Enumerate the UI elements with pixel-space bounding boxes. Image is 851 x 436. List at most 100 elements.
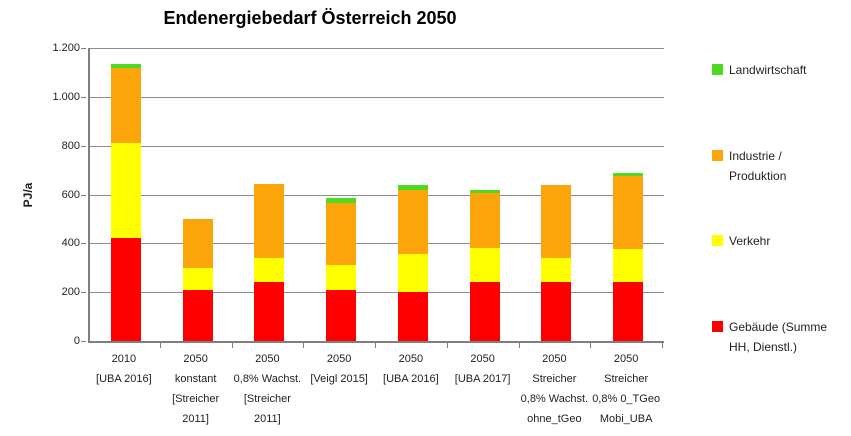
bar-segment-industrie-produktion [182, 218, 213, 268]
y-axis-tick [81, 243, 86, 245]
bar-segment-industrie-produktion [613, 176, 644, 250]
category-label: 2010 [UBA 2016] [88, 349, 160, 389]
y-axis-tick [81, 145, 86, 147]
x-axis-tick [518, 343, 520, 348]
bar-segment-landwirtschaft [613, 172, 644, 177]
bar-segment-industrie-produktion [397, 189, 428, 255]
bar-segment-industrie-produktion [254, 183, 285, 258]
legend-label: Gebäude (Summe HH, Dienstl.) [729, 317, 827, 357]
legend-label-line: Produktion [729, 169, 787, 183]
category-label-line: Mobi_UBA [599, 413, 653, 425]
category-label-line: 2011] [254, 413, 281, 425]
category-label-line: Streicher [532, 373, 577, 385]
bar-segment-geb-ude-summe-hh-dienstl [110, 238, 141, 341]
bar-segment-geb-ude-summe-hh-dienstl [613, 282, 644, 341]
legend-label-line: Verkehr [729, 234, 771, 248]
category-label-line: 2050 [183, 353, 208, 365]
bar-segment-verkehr [182, 267, 213, 290]
x-axis-tick [231, 343, 233, 348]
legend-swatch [712, 321, 723, 332]
bar-segment-geb-ude-summe-hh-dienstl [182, 289, 213, 341]
x-axis-tick [446, 343, 448, 348]
bar-segment-geb-ude-summe-hh-dienstl [326, 289, 357, 341]
y-tick-label: 800 [61, 139, 80, 152]
bar-segment-verkehr [469, 248, 500, 283]
category-label-line: ohne_tGeo [527, 413, 582, 425]
bar-segment-industrie-produktion [469, 193, 500, 249]
x-axis-tick [159, 343, 161, 348]
bar-segment-verkehr [254, 258, 285, 283]
legend-swatch [712, 150, 723, 161]
bar-segment-verkehr [326, 265, 357, 290]
category-label: 2050 0,8% Wachst. [Streicher 2011] [232, 349, 304, 429]
legend-label: Industrie / Produktion [729, 146, 786, 186]
category-label-line: [Streicher [172, 393, 220, 405]
bar-segment-landwirtschaft [397, 184, 428, 190]
category-label: 2050 Streicher 0,8% 0_TGeo Mobi_UBA [590, 349, 662, 429]
category-label: 2050 Streicher 0,8% Wachst. ohne_tGeo [519, 349, 591, 429]
gridline [90, 243, 664, 245]
category-label: 2050 [UBA 2016] [375, 349, 447, 389]
category-label-line: 2050 [542, 353, 567, 365]
y-tick-label: 1.000 [52, 90, 80, 103]
gridline [90, 194, 664, 196]
plot-area [88, 48, 664, 343]
legend-label-line: Industrie / [729, 149, 782, 163]
y-axis-tick [81, 48, 86, 49]
category-label-line: [UBA 2017] [454, 373, 511, 385]
y-tick-label: 400 [61, 237, 80, 250]
category-label-line: [UBA 2016] [96, 373, 152, 385]
y-axis-tick [81, 194, 86, 196]
y-tick-label: 600 [61, 188, 80, 201]
bar-segment-industrie-produktion [541, 184, 572, 258]
category-label-line: 2011] [182, 413, 209, 425]
category-label-line: 2050 [470, 353, 495, 365]
category-label-line: 0,8% 0_TGeo [592, 393, 661, 405]
legend-label-line: Landwirtschaft [729, 63, 807, 77]
legend-item-industrie-produktion: Industrie / Produktion [712, 146, 786, 186]
legend-item-verkehr: Verkehr [712, 231, 770, 251]
bar-segment-verkehr [397, 254, 428, 293]
y-axis-tick [81, 292, 86, 294]
category-label-line: Streicher [604, 373, 649, 385]
legend-label-line: Gebäude (Summe [729, 320, 828, 334]
category-label: 2050 [Veigl 2015] [303, 349, 375, 389]
gridline [90, 145, 664, 147]
bar-segment-landwirtschaft [110, 63, 141, 68]
bar-segment-geb-ude-summe-hh-dienstl [254, 282, 285, 341]
category-label-line: 2050 [326, 353, 352, 365]
bar-segment-geb-ude-summe-hh-dienstl [469, 282, 500, 341]
category-label-line: [Veigl 2015] [310, 373, 368, 385]
category-label-line: [UBA 2016] [383, 373, 439, 385]
legend-label-line: HH, Dienstl.) [729, 340, 798, 354]
bar-segment-verkehr [613, 249, 644, 283]
bar-segment-verkehr [110, 143, 141, 239]
category-label-line: 0,8% Wachst. [520, 393, 589, 405]
x-axis-tick [303, 343, 305, 348]
gridline [90, 96, 664, 98]
category-label-line: 2010 [111, 353, 137, 365]
category-label: 2050 [UBA 2017] [447, 349, 519, 389]
bar-segment-industrie-produktion [326, 203, 357, 266]
y-tick-label: 1.200 [52, 42, 80, 54]
x-axis-tick [590, 343, 592, 348]
chart-title: Endenergiebedarf Österreich 2050 [163, 8, 457, 28]
category-label-line: 2050 [613, 353, 639, 365]
y-tick-label: 200 [61, 286, 80, 299]
category-label-line: 0,8% Wachst. [233, 373, 302, 385]
legend-item-geb-ude-summe-hh-dienstl: Gebäude (Summe HH, Dienstl.) [712, 317, 827, 357]
category-label-line: konstant [174, 373, 217, 385]
legend-item-landwirtschaft: Landwirtschaft [712, 60, 806, 80]
bar-segment-landwirtschaft [469, 189, 500, 194]
gridline [90, 48, 664, 49]
category-label-line: 2050 [398, 353, 424, 365]
legend-swatch [712, 235, 723, 246]
bar-segment-geb-ude-summe-hh-dienstl [397, 292, 428, 341]
x-axis-tick [375, 343, 376, 348]
y-axis-tick [81, 96, 86, 98]
legend-label: Landwirtschaft [729, 60, 806, 80]
category-label-line: 2050 [255, 353, 280, 365]
x-axis-tick [662, 343, 663, 348]
legend-swatch [712, 64, 723, 75]
y-tick-label: 0 [73, 335, 80, 347]
